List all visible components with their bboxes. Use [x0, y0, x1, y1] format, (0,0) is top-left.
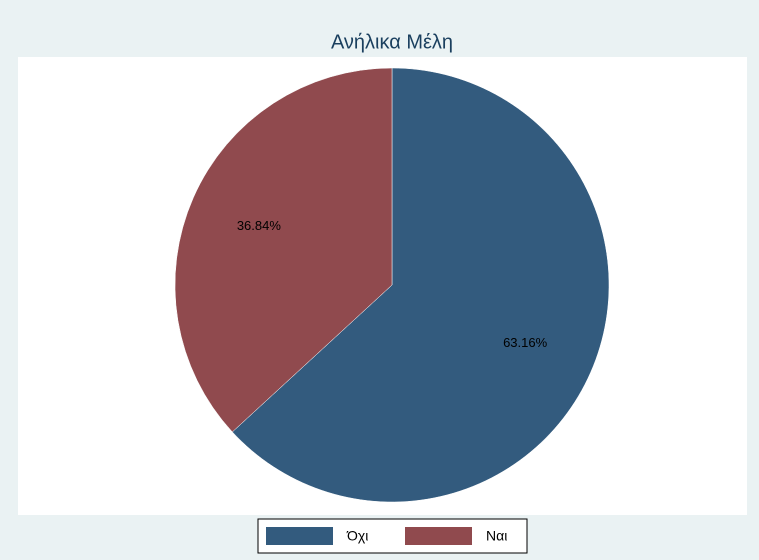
data-label: 36.84% [237, 218, 282, 233]
legend-items: Όχι Ναι [266, 527, 507, 545]
legend-swatch [405, 527, 472, 545]
pie-slice [231, 67, 610, 503]
pie-slice [174, 67, 393, 433]
legend-label: Όχι [346, 528, 368, 544]
data-label: 63.16% [503, 335, 548, 350]
legend-swatch [266, 527, 333, 545]
pie: 63.16% 36.84% [174, 67, 610, 503]
chart-title: Ανήλικα Μέλη [331, 31, 453, 53]
legend-label: Ναι [486, 528, 507, 544]
